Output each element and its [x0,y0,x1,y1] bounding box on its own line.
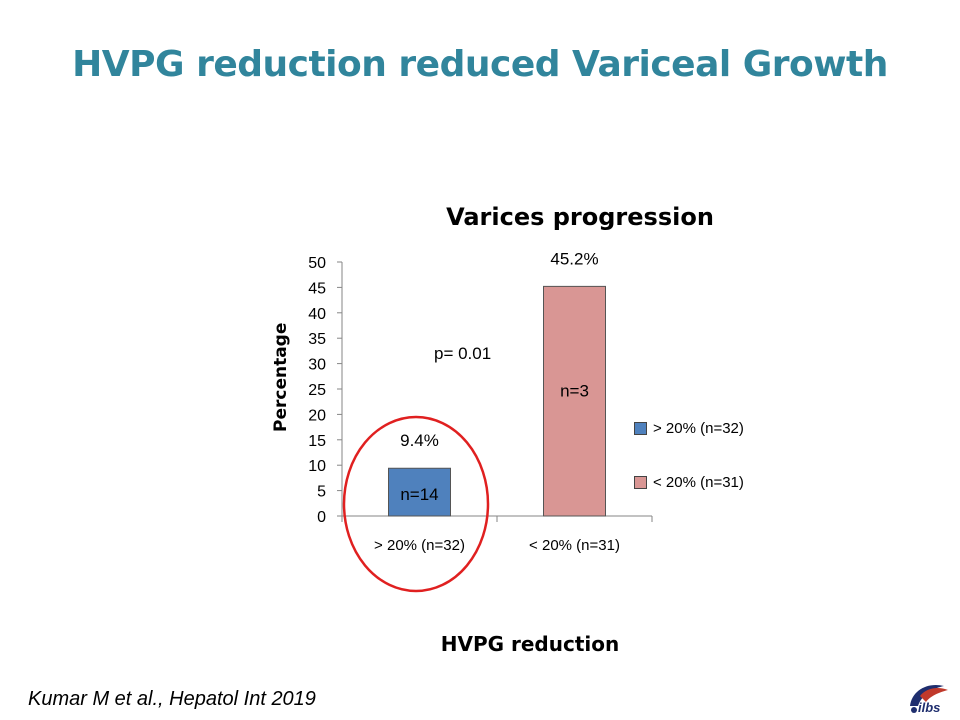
bar-data-label: 45.2% [550,249,598,268]
chart-legend: > 20% (n=32) < 20% (n=31) [634,418,744,526]
citation: Kumar M et al., Hepatol Int 2019 [28,688,316,710]
y-tick-label: 10 [308,458,326,475]
y-tick-label: 40 [308,306,326,323]
y-tick-label: 15 [308,433,326,450]
legend-swatch-pink [634,475,647,489]
bar [388,467,451,517]
y-tick-label: 35 [308,331,326,348]
y-tick-label: 45 [308,280,326,297]
y-tick-label: 0 [317,509,326,526]
y-tick-label: 50 [308,255,326,272]
legend-item: < 20% (n=31) [634,472,744,492]
y-tick-label: 25 [308,382,326,399]
legend-item: > 20% (n=32) [634,418,744,438]
bar-n-label: n=3 [560,382,589,401]
slide-title: HVPG reduction reduced Variceal Growth [72,44,888,85]
x-axis-label: HVPG reduction [440,632,620,656]
bar [543,285,606,517]
logo-text: ilbs [918,700,941,715]
y-axis-label: Percentage [271,322,291,432]
legend-swatch-blue [634,421,647,435]
chart-title: Varices progression [446,203,714,231]
ilbs-logo-icon [910,684,948,713]
x-category-label: < 20% (n=31) [529,537,620,554]
p-value-annotation: p= 0.01 [434,344,492,363]
y-tick-label: 5 [317,484,326,501]
highlight-ellipse [342,415,490,593]
x-category-label: > 20% (n=32) [374,537,465,554]
y-tick-label: 20 [308,407,326,424]
legend-label: < 20% (n=31) [653,473,744,491]
y-tick-label: 30 [308,357,326,374]
legend-label: > 20% (n=32) [653,419,744,437]
bar-n-label: n=14 [400,485,438,504]
bar-data-label: 9.4% [400,431,439,450]
